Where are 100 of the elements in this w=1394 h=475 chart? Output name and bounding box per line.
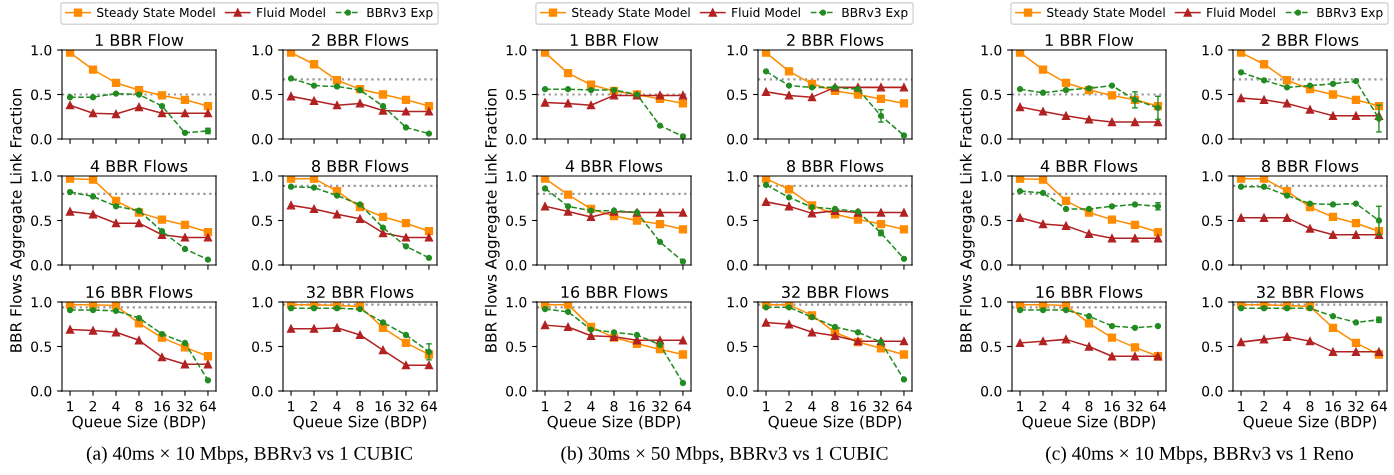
x-tick-label: 64: [1371, 400, 1388, 412]
y-tick-label: 0.0: [252, 259, 273, 271]
x-tick-label: 16: [375, 400, 391, 412]
y-tick-label: 0.0: [981, 133, 1002, 145]
y-tick-label: 0.0: [252, 385, 273, 397]
y-tick-label: 0.0: [31, 385, 52, 397]
x-tick-label: 4: [333, 401, 341, 412]
x-axis-title: Queue Size (BDP): [768, 415, 902, 430]
y-tick-label: 0.5: [981, 89, 1002, 100]
chart-title: 1 BBR Flow: [570, 33, 659, 47]
legend-label: Steady State Model: [572, 7, 690, 20]
y-tick-label: 0.0: [727, 259, 748, 271]
x-tick-label: 2: [89, 400, 97, 412]
chart-title: 2 BBR Flows: [312, 33, 409, 47]
chart-title: 8 BBR Flows: [312, 159, 409, 173]
x-tick-label: 1: [763, 401, 770, 412]
legend-label: BBRv3 Exp: [1317, 7, 1383, 20]
chart-title: 1 BBR Flow: [95, 33, 184, 47]
chart-title: 32 BBR Flows: [307, 285, 414, 299]
y-tick-label: 0.5: [981, 341, 1002, 352]
y-tick-label: 0.5: [727, 215, 748, 226]
y-tick-label: 0.5: [31, 341, 52, 352]
chart-title: 32 BBR Flows: [782, 285, 889, 299]
y-tick-label: 1.0: [506, 296, 527, 308]
chart-title: 2 BBR Flows: [1262, 33, 1359, 47]
x-tick-label: 64: [675, 400, 692, 412]
y-tick-label: 0.5: [1202, 89, 1223, 100]
y-tick-label: 1.0: [31, 296, 52, 308]
x-tick-label: 8: [356, 400, 364, 412]
y-tick-label: 0.5: [506, 89, 527, 100]
x-tick-label: 16: [1325, 400, 1341, 412]
x-tick-label: 16: [154, 400, 170, 412]
x-axis-title: Queue Size (BDP): [1022, 415, 1156, 430]
x-tick-label: 32: [398, 400, 414, 412]
y-tick-label: 0.0: [506, 385, 527, 397]
chart-title: 4 BBR Flows: [90, 159, 188, 173]
y-axis-title: BBR Flows Aggregate Link Fraction: [959, 88, 975, 352]
x-tick-label: 16: [1104, 400, 1120, 412]
x-tick-label: 1: [1017, 401, 1024, 412]
y-tick-label: 0.5: [31, 215, 52, 226]
y-tick-label: 0.5: [31, 89, 52, 100]
chart-title: 1 BBR Flow: [1045, 33, 1134, 47]
y-tick-label: 0.0: [727, 385, 748, 397]
y-tick-label: 0.0: [252, 133, 273, 145]
y-tick-label: 0.0: [506, 133, 527, 145]
legend-label: Fluid Model: [732, 7, 800, 18]
legend-label: Steady State Model: [1047, 7, 1165, 20]
y-tick-label: 1.0: [252, 44, 273, 56]
y-tick-label: 1.0: [506, 170, 527, 182]
y-tick-label: 1.0: [981, 44, 1002, 56]
y-tick-label: 0.0: [31, 133, 52, 145]
y-tick-label: 0.0: [1202, 133, 1223, 145]
chart-title: 8 BBR Flows: [1262, 159, 1359, 173]
y-tick-label: 0.5: [1202, 215, 1223, 226]
x-tick-label: 2: [310, 400, 318, 412]
legend-label: Steady State Model: [97, 7, 215, 20]
x-axis-title: Queue Size (BDP): [1243, 415, 1377, 430]
x-tick-label: 16: [629, 400, 645, 412]
x-tick-label: 1: [1238, 401, 1245, 412]
y-tick-label: 1.0: [981, 170, 1002, 182]
y-tick-label: 0.5: [252, 89, 273, 100]
y-tick-label: 0.0: [727, 133, 748, 145]
y-tick-label: 0.5: [506, 341, 527, 352]
x-tick-label: 2: [1039, 400, 1047, 412]
y-tick-label: 0.0: [1202, 259, 1223, 271]
chart-title: 16 BBR Flows: [86, 285, 193, 299]
y-tick-label: 1.0: [727, 44, 748, 56]
x-tick-label: 1: [542, 401, 549, 412]
x-tick-label: 4: [1283, 401, 1291, 412]
y-tick-label: 1.0: [506, 44, 527, 56]
y-tick-label: 1.0: [981, 296, 1002, 308]
x-tick-label: 4: [112, 401, 120, 412]
x-tick-label: 2: [785, 400, 793, 412]
legend-label: Fluid Model: [257, 7, 325, 18]
x-tick-label: 64: [421, 400, 438, 412]
y-tick-label: 0.5: [727, 341, 748, 352]
x-tick-label: 32: [873, 400, 889, 412]
text: (b) 30ms × 50 Mbps, BBRv3 vs 1 CUBIC: [561, 446, 888, 464]
y-tick-label: 0.5: [1202, 341, 1223, 352]
x-axis-title: Queue Size (BDP): [547, 415, 681, 430]
y-tick-label: 0.0: [31, 259, 52, 271]
y-tick-label: 1.0: [727, 170, 748, 182]
x-tick-label: 8: [1306, 400, 1314, 412]
x-tick-label: 8: [610, 400, 618, 412]
legend-label: BBRv3 Exp: [842, 7, 908, 20]
x-tick-label: 64: [1150, 400, 1167, 412]
x-tick-label: 32: [652, 400, 668, 412]
x-tick-label: 4: [587, 401, 595, 412]
x-tick-label: 2: [1260, 400, 1268, 412]
y-tick-label: 0.5: [252, 215, 273, 226]
x-tick-label: 64: [896, 400, 913, 412]
y-tick-label: 0.0: [1202, 385, 1223, 397]
x-tick-label: 32: [1127, 400, 1143, 412]
legend-label: BBRv3 Exp: [367, 7, 433, 20]
chart-title: 32 BBR Flows: [1257, 285, 1364, 299]
y-axis-title: BBR Flows Aggregate Link Fraction: [484, 88, 500, 352]
chart-title: 4 BBR Flows: [1040, 159, 1138, 173]
chart-title: 16 BBR Flows: [1036, 285, 1143, 299]
y-tick-label: 1.0: [31, 170, 52, 182]
text: (a) 40ms × 10 Mbps, BBRv3 vs 1 CUBIC: [86, 446, 412, 464]
